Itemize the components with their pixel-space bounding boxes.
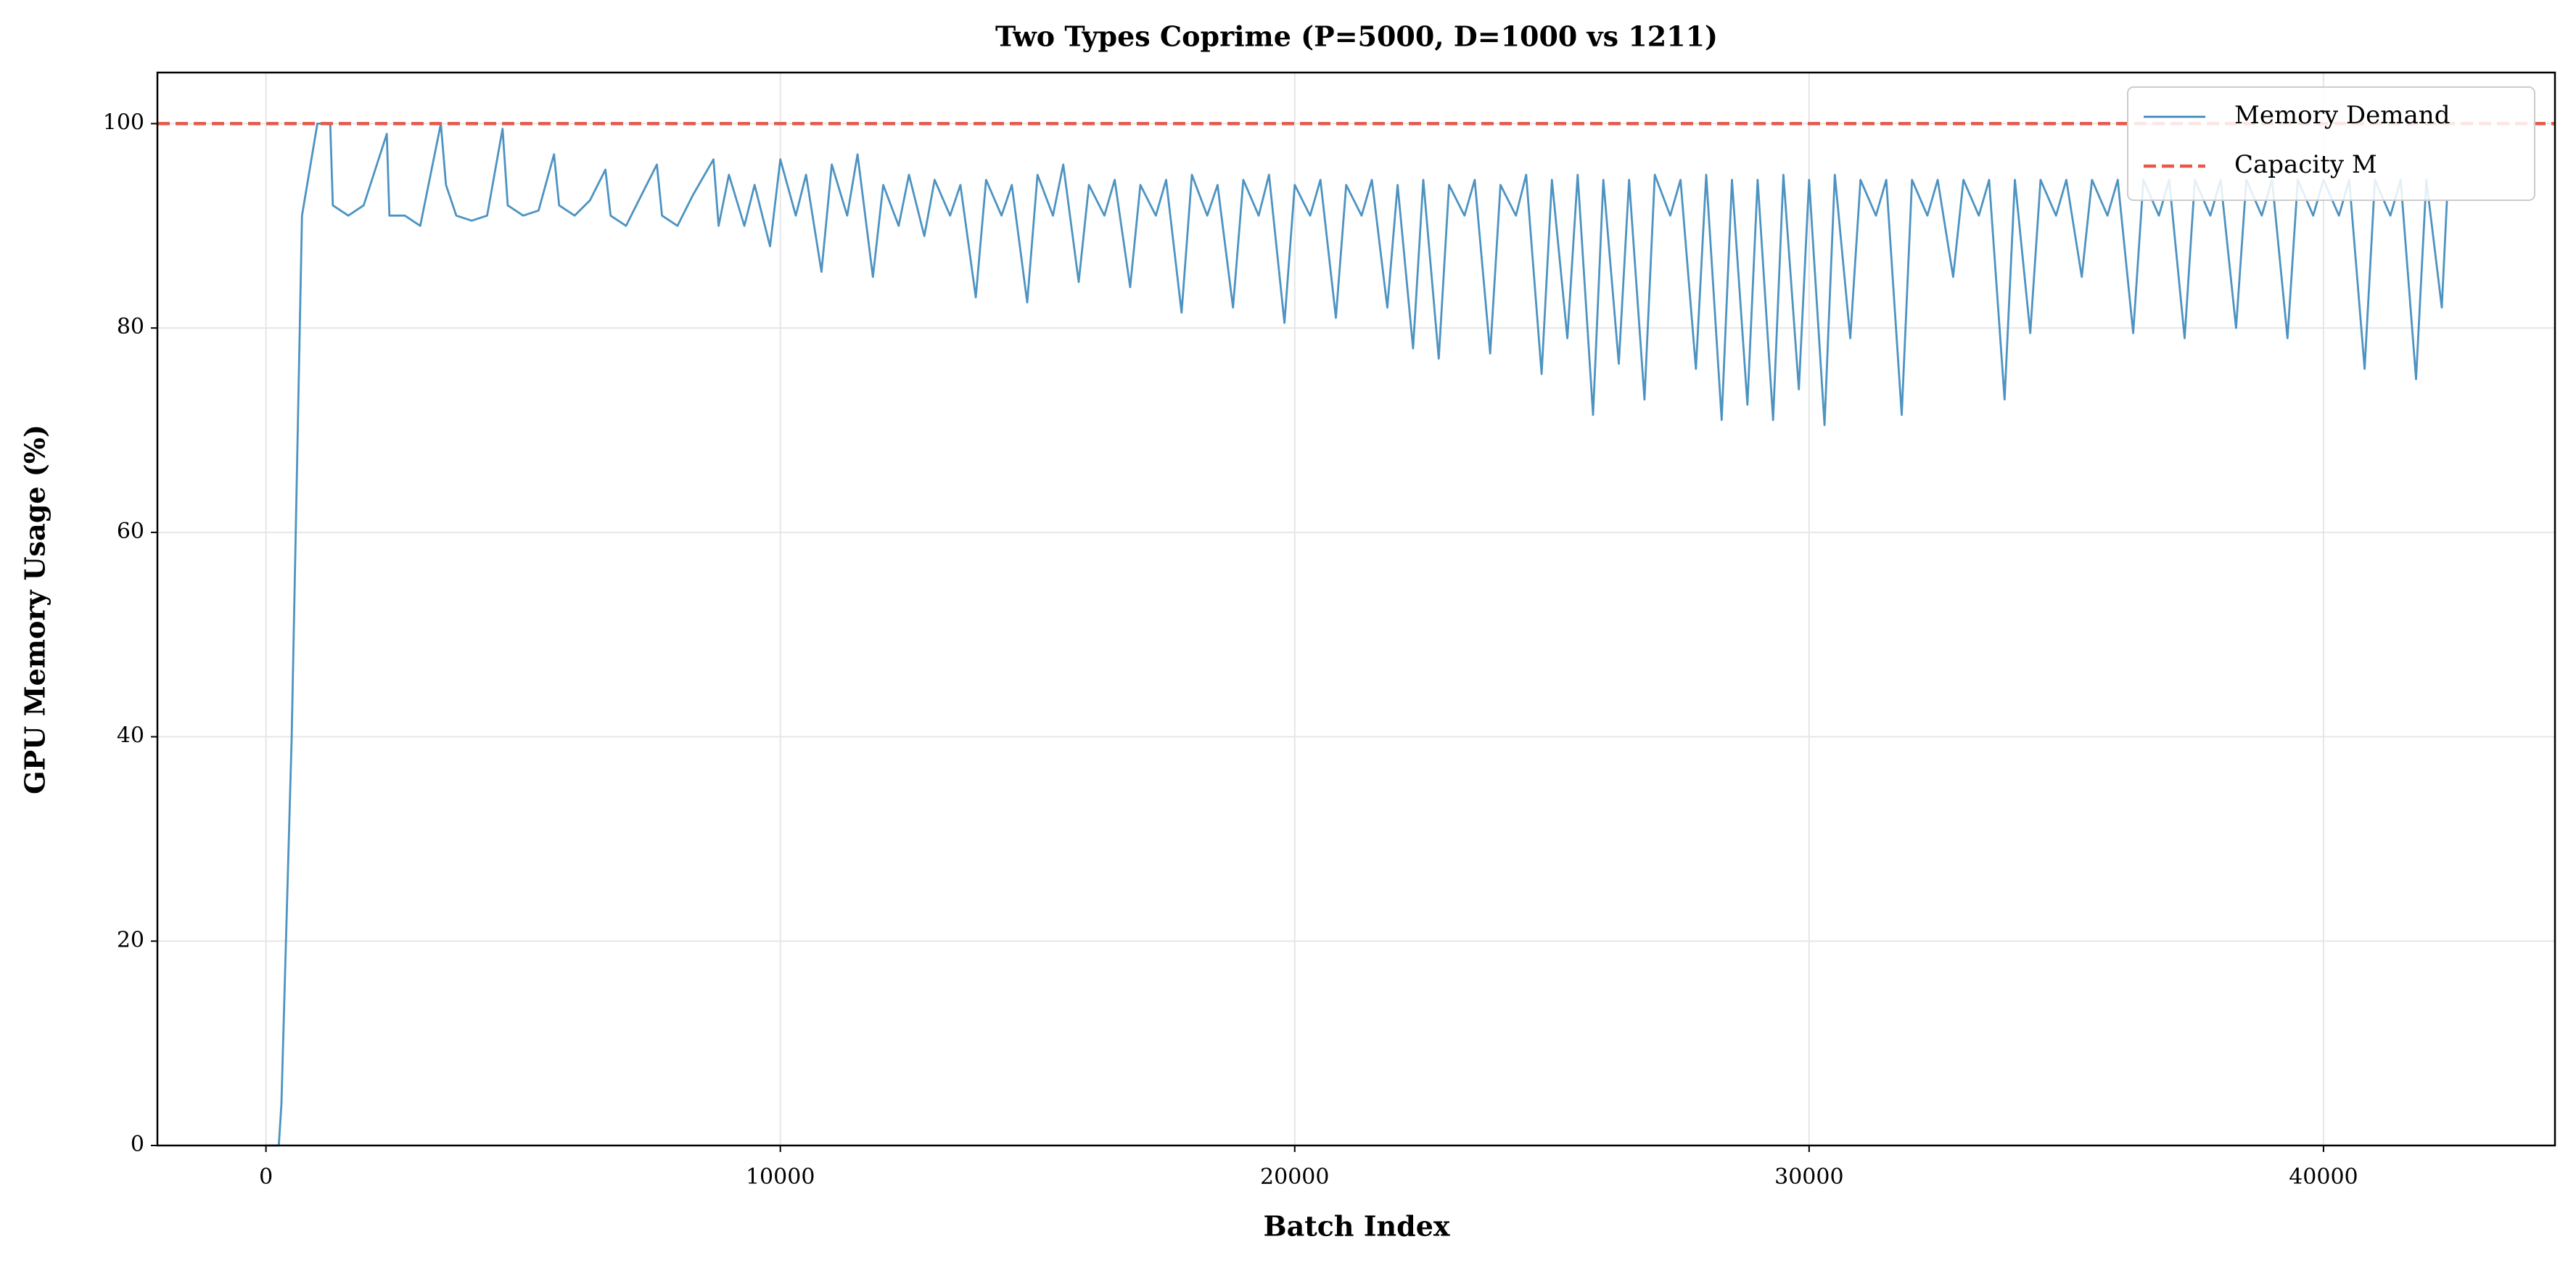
legend-frame: [2127, 86, 2535, 201]
y-axis-label: GPU Memory Usage (%): [19, 424, 52, 794]
legend-label: Memory Demand: [2234, 101, 2450, 130]
plot-frame: [156, 71, 2556, 1147]
legend-label: Capacity M: [2234, 150, 2377, 179]
y-tick-label: 0: [131, 1132, 144, 1157]
x-tick-label: 40000: [2289, 1164, 2358, 1190]
y-tick-label: 80: [117, 314, 144, 340]
x-tick-label: 20000: [1260, 1164, 1329, 1190]
y-tick-label: 20: [117, 927, 144, 953]
data-line: [266, 123, 2448, 1147]
y-tick-label: 60: [117, 519, 144, 544]
y-tick-label: 100: [103, 110, 144, 135]
y-tick-label: 40: [117, 723, 144, 749]
chart-title: Two Types Coprime (P=5000, D=1000 vs 121…: [995, 20, 1718, 53]
x-axis-label: Batch Index: [1263, 1210, 1449, 1243]
x-tick-label: 30000: [1774, 1164, 1843, 1190]
x-tick-label: 0: [259, 1164, 273, 1190]
x-tick-label: 10000: [746, 1164, 815, 1190]
